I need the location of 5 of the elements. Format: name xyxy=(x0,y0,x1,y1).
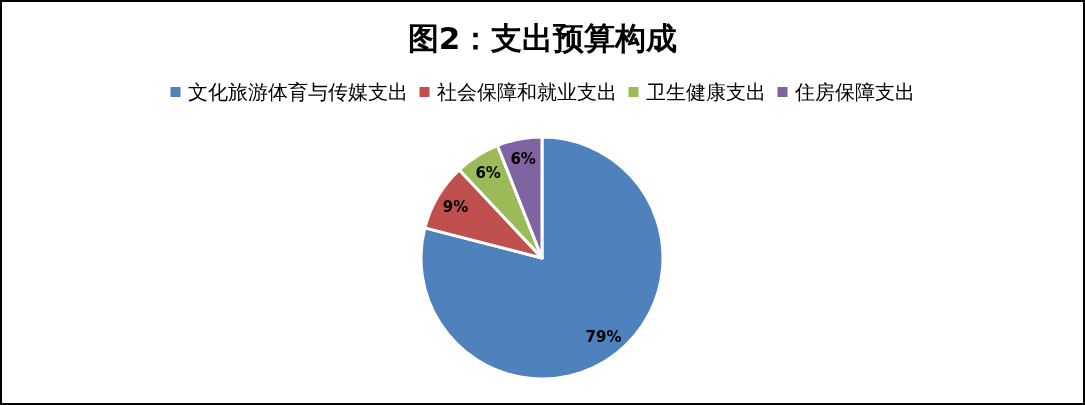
title: 图2：支出预算构成 xyxy=(407,20,678,56)
legend-label: 卫生健康支出 xyxy=(645,81,766,103)
legend-label: 文化旅游体育与传媒支出 xyxy=(187,81,408,103)
legend-label: 社会保障和就业支出 xyxy=(436,81,617,103)
legend-label: 住房保障支出 xyxy=(794,81,915,103)
